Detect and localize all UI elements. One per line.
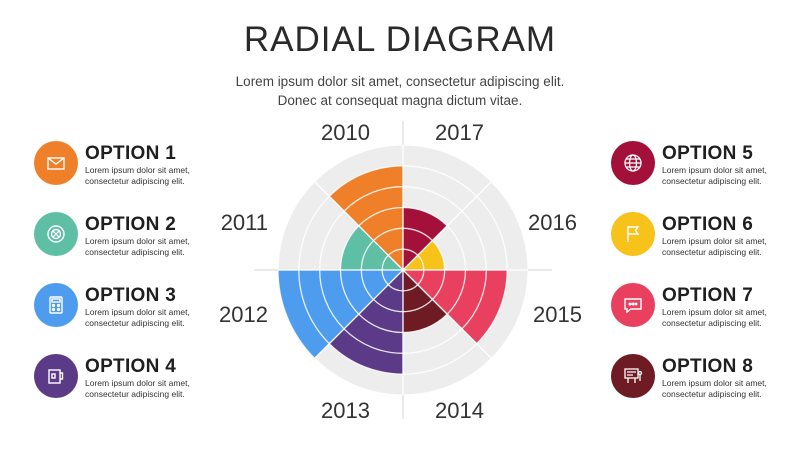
option-6-badge xyxy=(611,212,655,256)
segment-option-2 xyxy=(340,225,403,270)
option-4: OPTION 4 Lorem ipsum dolor sit amet, cons… xyxy=(34,354,224,400)
segment-option-3 xyxy=(278,270,403,359)
option-3-description: Lorem ipsum dolor sit amet, consectetur a… xyxy=(85,307,190,328)
option-4-description: Lorem ipsum dolor sit amet, consectetur a… xyxy=(85,378,190,399)
option-1-description: Lorem ipsum dolor sit amet, consectetur a… xyxy=(85,165,190,186)
option-8-description: Lorem ipsum dolor sit amet, consectetur a… xyxy=(662,378,767,399)
year-label-2013: 2013 xyxy=(321,398,370,423)
year-label-2011: 2011 xyxy=(221,210,268,235)
option-5-description: Lorem ipsum dolor sit amet, consectetur a… xyxy=(662,165,767,186)
option-6-description: Lorem ipsum dolor sit amet, consectetur a… xyxy=(662,236,767,257)
option-6: OPTION 6 Lorem ipsum dolor sit amet, cons… xyxy=(611,212,800,258)
year-label-2016: 2016 xyxy=(528,210,577,235)
option-3-badge xyxy=(34,283,78,327)
year-label-2015: 2015 xyxy=(533,302,582,327)
year-label-2012: 2012 xyxy=(219,302,268,327)
target-icon xyxy=(47,225,65,243)
segment-option-5 xyxy=(403,207,448,270)
option-6-label: OPTION 6 xyxy=(662,214,754,235)
option-8-badge xyxy=(611,354,655,398)
year-label-2017: 2017 xyxy=(435,120,484,145)
option-4-label: OPTION 4 xyxy=(85,356,177,377)
option-5-label: OPTION 5 xyxy=(662,143,754,164)
option-1-label: OPTION 1 xyxy=(85,143,177,164)
spoke-3 xyxy=(402,269,492,359)
segment-option-6 xyxy=(403,240,445,270)
option-4-badge xyxy=(34,354,78,398)
option-5: OPTION 5 Lorem ipsum dolor sit amet, cons… xyxy=(611,141,800,187)
option-5-badge xyxy=(611,141,655,185)
segment-option-1 xyxy=(329,165,403,270)
option-8-label: OPTION 8 xyxy=(662,356,754,377)
calculator-icon xyxy=(49,296,63,314)
option-2: OPTION 2 Lorem ipsum dolor sit amet, cons… xyxy=(34,212,224,258)
option-2-label: OPTION 2 xyxy=(85,214,177,235)
envelope-icon xyxy=(47,157,65,170)
option-7: OPTION 7 Lorem ipsum dolor sit amet, cons… xyxy=(611,283,800,329)
segment-option-7 xyxy=(403,270,508,344)
segment-option-8 xyxy=(403,270,448,333)
spoke-5 xyxy=(314,269,404,359)
option-7-badge xyxy=(611,283,655,327)
option-7-description: Lorem ipsum dolor sit amet, consectetur a… xyxy=(662,307,767,328)
subtitle-line-1: Lorem ipsum dolor sit amet, consectetur … xyxy=(235,74,565,89)
chat-bubble-icon xyxy=(624,298,642,314)
presentation-board-icon xyxy=(624,368,643,383)
year-label-2010: 2010 xyxy=(321,120,370,145)
year-label-2014: 2014 xyxy=(435,398,484,423)
page-title: RADIAL DIAGRAM xyxy=(243,20,557,59)
option-8: OPTION 8 Lorem ipsum dolor sit amet, cons… xyxy=(611,354,800,400)
mug-icon xyxy=(48,369,64,384)
option-3-label: OPTION 3 xyxy=(85,285,177,306)
globe-icon xyxy=(624,154,642,172)
flag-icon xyxy=(627,226,640,242)
spoke-7 xyxy=(314,181,404,271)
spoke-1 xyxy=(402,181,492,271)
option-2-badge xyxy=(34,212,78,256)
subtitle: Lorem ipsum dolor sit amet, consectetur … xyxy=(0,72,800,110)
option-1: OPTION 1 Lorem ipsum dolor sit amet, cons… xyxy=(34,141,224,187)
option-1-badge xyxy=(34,141,78,185)
option-2-description: Lorem ipsum dolor sit amet, consectetur a… xyxy=(85,236,190,257)
segment-option-4 xyxy=(329,270,403,375)
option-3: OPTION 3 Lorem ipsum dolor sit amet, cons… xyxy=(34,283,224,329)
subtitle-line-2: Donec at consequat magna dictum vitae. xyxy=(277,93,523,108)
option-7-label: OPTION 7 xyxy=(662,285,754,306)
